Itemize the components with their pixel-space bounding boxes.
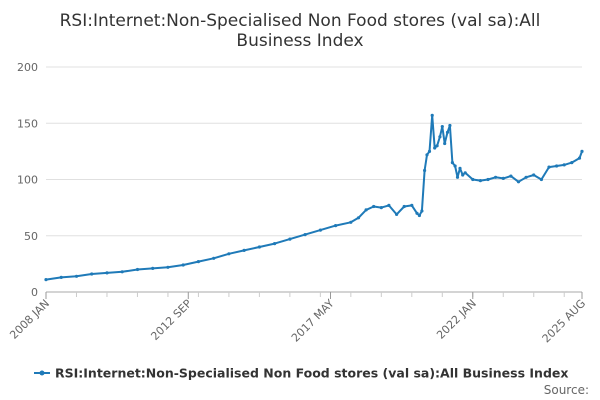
data-point[interactable] xyxy=(435,144,439,148)
legend[interactable]: RSI:Internet:Non-Specialised Non Food st… xyxy=(34,366,568,381)
data-point[interactable] xyxy=(135,267,140,272)
data-point[interactable] xyxy=(461,173,465,177)
data-point[interactable] xyxy=(423,168,427,173)
data-point[interactable] xyxy=(334,224,338,228)
data-point[interactable] xyxy=(120,270,124,274)
data-point[interactable] xyxy=(555,164,559,168)
data-point[interactable] xyxy=(166,265,170,269)
data-point[interactable] xyxy=(539,177,544,182)
chart-title-line-1: RSI:Internet:Non-Specialised Non Food st… xyxy=(60,11,541,31)
x-tick-label-0: 2008 JAN xyxy=(7,297,52,342)
data-point[interactable] xyxy=(438,135,442,139)
data-point[interactable] xyxy=(532,173,536,177)
data-point[interactable] xyxy=(494,175,498,179)
x-tick-label-1: 2012 SEP xyxy=(148,297,194,343)
chart-title-line-2: Business Index xyxy=(236,31,363,51)
data-point[interactable] xyxy=(448,123,452,128)
data-point[interactable] xyxy=(151,266,155,270)
data-point[interactable] xyxy=(486,177,490,182)
data-point[interactable] xyxy=(577,156,582,160)
data-point[interactable] xyxy=(181,263,185,267)
legend-label: RSI:Internet:Non-Specialised Non Food st… xyxy=(55,366,568,381)
data-point[interactable] xyxy=(463,171,467,175)
data-point[interactable] xyxy=(450,161,454,165)
series-line-0 xyxy=(45,114,583,281)
data-point[interactable] xyxy=(356,216,361,220)
data-point[interactable] xyxy=(562,163,566,167)
data-point[interactable] xyxy=(349,220,353,224)
x-tick-label-2: 2017 MAY xyxy=(289,297,337,345)
data-point[interactable] xyxy=(318,228,322,232)
data-point[interactable] xyxy=(570,161,574,165)
source-label: Source: xyxy=(544,383,589,397)
data-point[interactable] xyxy=(410,203,414,207)
data-point[interactable] xyxy=(227,252,231,256)
data-point[interactable] xyxy=(273,242,277,246)
y-tick-label-4: 200 xyxy=(17,61,38,74)
data-point[interactable] xyxy=(509,174,513,178)
data-point[interactable] xyxy=(402,204,406,209)
y-axis-ticks: 0 50 100 150 200 xyxy=(17,61,38,299)
data-point[interactable] xyxy=(471,177,475,182)
y-tick-label-3: 150 xyxy=(17,117,38,130)
data-point[interactable] xyxy=(387,203,391,207)
data-point[interactable] xyxy=(455,175,460,179)
data-point[interactable] xyxy=(524,175,528,179)
data-point[interactable] xyxy=(458,166,462,170)
data-point[interactable] xyxy=(425,153,429,157)
data-point[interactable] xyxy=(420,209,424,213)
data-point[interactable] xyxy=(417,213,421,218)
series-layer xyxy=(44,113,584,282)
data-point[interactable] xyxy=(443,141,447,146)
data-point[interactable] xyxy=(547,165,551,169)
data-point[interactable] xyxy=(445,130,450,134)
data-point[interactable] xyxy=(372,204,376,209)
y-tick-label-0: 0 xyxy=(31,286,38,299)
data-point[interactable] xyxy=(478,179,482,183)
data-point[interactable] xyxy=(395,212,399,216)
data-point[interactable] xyxy=(44,278,48,282)
data-point[interactable] xyxy=(212,256,216,260)
data-point[interactable] xyxy=(303,233,307,237)
data-point[interactable] xyxy=(440,125,444,129)
data-point[interactable] xyxy=(59,275,63,279)
data-point[interactable] xyxy=(364,208,368,212)
data-point[interactable] xyxy=(242,248,246,252)
y-tick-label-2: 100 xyxy=(17,174,38,187)
data-point[interactable] xyxy=(516,180,521,184)
data-point[interactable] xyxy=(105,271,109,275)
y-tick-label-1: 50 xyxy=(24,230,38,243)
x-tick-label-4: 2025 AUG xyxy=(540,297,589,346)
data-point[interactable] xyxy=(415,211,419,215)
data-point[interactable] xyxy=(288,237,292,241)
x-axis: 2008 JAN 2012 SEP 2017 MAY 2022 JAN 2025 AUG xyxy=(7,291,589,346)
legend-swatch-dot xyxy=(39,370,45,376)
data-point[interactable] xyxy=(580,149,584,153)
data-point[interactable] xyxy=(196,260,200,264)
data-point[interactable] xyxy=(74,274,79,278)
data-point[interactable] xyxy=(90,272,94,276)
data-point[interactable] xyxy=(379,206,383,210)
data-point[interactable] xyxy=(501,176,505,180)
grid xyxy=(46,66,582,237)
data-point[interactable] xyxy=(257,245,261,249)
x-tick-label-3: 2022 JAN xyxy=(434,297,479,342)
data-point[interactable] xyxy=(453,164,457,168)
data-point[interactable] xyxy=(427,149,432,153)
data-point[interactable] xyxy=(433,146,437,150)
data-point[interactable] xyxy=(430,113,434,117)
